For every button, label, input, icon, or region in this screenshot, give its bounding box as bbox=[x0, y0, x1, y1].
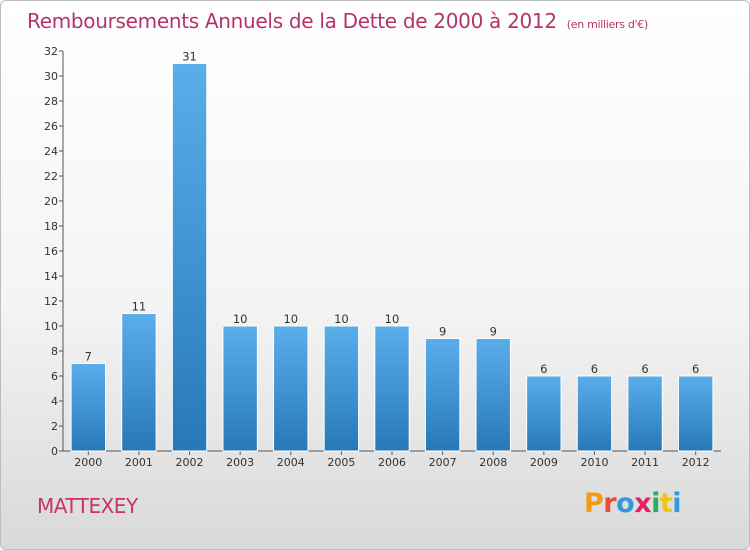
bar-value-label: 10 bbox=[283, 312, 298, 326]
bar-value-label: 6 bbox=[540, 362, 547, 376]
bar-value-label: 6 bbox=[641, 362, 648, 376]
x-tick-label: 2010 bbox=[580, 456, 608, 469]
y-tick-label: 24 bbox=[44, 145, 58, 158]
x-tick-label: 2008 bbox=[479, 456, 507, 469]
y-tick-label: 12 bbox=[44, 295, 58, 308]
y-tick-label: 6 bbox=[51, 370, 58, 383]
bar[interactable] bbox=[424, 338, 461, 452]
y-tick-label: 26 bbox=[44, 120, 58, 133]
bar[interactable] bbox=[323, 325, 360, 452]
bar[interactable] bbox=[677, 375, 714, 452]
x-tick-label: 2009 bbox=[530, 456, 558, 469]
y-tick-label: 18 bbox=[44, 220, 58, 233]
bar[interactable] bbox=[121, 313, 157, 452]
bar-value-label: 10 bbox=[385, 312, 400, 326]
bar[interactable] bbox=[526, 375, 562, 452]
x-tick-label: 2004 bbox=[277, 456, 305, 469]
bar-value-label: 31 bbox=[182, 50, 197, 64]
y-tick-label: 4 bbox=[51, 395, 58, 408]
y-tick-label: 30 bbox=[44, 70, 58, 83]
y-tick-label: 32 bbox=[44, 45, 58, 58]
bar-value-label: 11 bbox=[132, 300, 147, 314]
chart-title: Remboursements Annuels de la Dette de 20… bbox=[27, 9, 648, 33]
bar[interactable] bbox=[171, 63, 208, 452]
x-tick-label: 2006 bbox=[378, 456, 406, 469]
x-tick-label: 2002 bbox=[176, 456, 204, 469]
bar[interactable] bbox=[475, 338, 511, 452]
bar[interactable] bbox=[273, 325, 309, 452]
y-tick-label: 16 bbox=[44, 245, 58, 258]
y-tick-label: 14 bbox=[44, 270, 58, 283]
chart-title-text: Remboursements Annuels de la Dette de 20… bbox=[27, 9, 557, 33]
bar[interactable] bbox=[222, 325, 258, 452]
y-tick-label: 0 bbox=[51, 445, 58, 458]
x-tick-label: 2007 bbox=[429, 456, 457, 469]
bar[interactable] bbox=[576, 375, 613, 452]
value-labels: 7 11 31 10 10 10 10 9 9 6 6 6 6 bbox=[85, 50, 700, 377]
bar[interactable] bbox=[70, 363, 107, 452]
logo-letter: i bbox=[672, 488, 682, 519]
logo-letter: o bbox=[616, 488, 635, 519]
x-tick-label: 2001 bbox=[125, 456, 153, 469]
y-tick-label: 10 bbox=[44, 320, 58, 333]
y-tick-label: 8 bbox=[51, 345, 58, 358]
y-tick-label: 28 bbox=[44, 95, 58, 108]
logo-letter: P bbox=[584, 488, 604, 519]
y-tick-label: 20 bbox=[44, 195, 58, 208]
bar-value-label: 7 bbox=[85, 350, 92, 364]
bars bbox=[70, 63, 714, 452]
bar[interactable] bbox=[374, 325, 410, 452]
commune-name: MATTEXEY bbox=[37, 494, 138, 518]
logo-letter: r bbox=[603, 488, 617, 519]
x-tick-label: 2003 bbox=[226, 456, 254, 469]
bar-value-label: 10 bbox=[233, 312, 248, 326]
logo-letter: i bbox=[651, 488, 660, 519]
x-tick-label: 2005 bbox=[327, 456, 355, 469]
bar-value-label: 10 bbox=[334, 312, 349, 326]
bar-value-label: 6 bbox=[692, 362, 699, 376]
logo-letter: t bbox=[659, 488, 673, 519]
x-tick-label: 2011 bbox=[631, 456, 659, 469]
y-tick-label: 22 bbox=[44, 170, 58, 183]
bar-value-label: 9 bbox=[439, 325, 446, 339]
chart-unit: (en milliers d'€) bbox=[566, 18, 648, 31]
x-tick-label: 2000 bbox=[74, 456, 102, 469]
x-tick-label: 2012 bbox=[682, 456, 710, 469]
proxiti-logo[interactable]: Proxiti bbox=[584, 488, 682, 519]
x-axis: 2000 2001 2002 2003 2004 2005 2006 2007 2008 2009… bbox=[63, 450, 721, 469]
y-tick-label: 2 bbox=[51, 420, 58, 433]
bar-value-label: 6 bbox=[591, 362, 598, 376]
bar-value-label: 9 bbox=[490, 325, 497, 339]
logo-letter: x bbox=[634, 488, 652, 519]
bar[interactable] bbox=[627, 375, 663, 452]
